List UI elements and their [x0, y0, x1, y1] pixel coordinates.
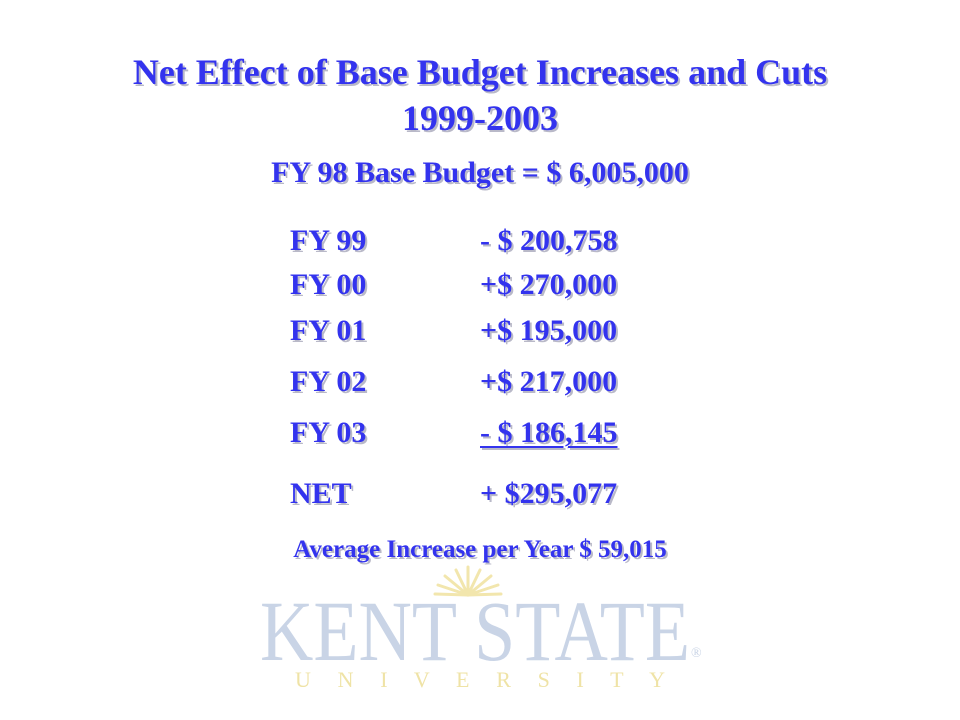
page-title-line-2: 1999-2003 [402, 98, 558, 138]
logo-registered-mark: ® [691, 646, 702, 661]
budget-change-value: +$ 195,000 [480, 314, 618, 347]
fiscal-year-label: FY 00 [290, 268, 367, 301]
logo-subtext: U N I V E R S I T Y [295, 667, 665, 692]
table-row: FY 01 +$ 195,000 [0, 313, 960, 349]
fiscal-year-label: FY 02 [290, 365, 367, 398]
base-budget-subtitle: FY 98 Base Budget = $ 6,005,000 [271, 156, 689, 189]
table-row: FY 02 +$ 217,000 [0, 364, 960, 400]
net-total-row: NET + $295,077 [0, 476, 960, 512]
average-increase-note: Average Increase per Year $ 59,015 [293, 536, 667, 563]
page-title-line-1: Net Effect of Base Budget Increases and … [132, 52, 828, 92]
net-label: NET [290, 477, 352, 510]
budget-change-value: +$ 217,000 [480, 365, 618, 398]
logo-wordmark: KENT STATE [260, 583, 690, 679]
sun-rays-icon [433, 565, 503, 597]
kent-state-logo: KENT STATE ® U N I V E R S I T Y [255, 565, 705, 695]
table-row: FY 03 - $ 186,145 [0, 415, 960, 451]
table-row: FY 99 - $ 200,758 [0, 223, 960, 259]
table-row: FY 00 +$ 270,000 [0, 267, 960, 303]
net-total-value: + $295,077 [480, 477, 618, 510]
budget-change-value: - $ 186,145 [480, 416, 618, 449]
budget-change-value: +$ 270,000 [480, 268, 618, 301]
fiscal-year-label: FY 01 [290, 314, 367, 347]
fiscal-year-label: FY 99 [290, 224, 367, 257]
fiscal-year-label: FY 03 [290, 416, 367, 449]
kent-state-logo-graphic: KENT STATE ® U N I V E R S I T Y [260, 565, 702, 692]
budget-change-value: - $ 200,758 [480, 224, 618, 257]
